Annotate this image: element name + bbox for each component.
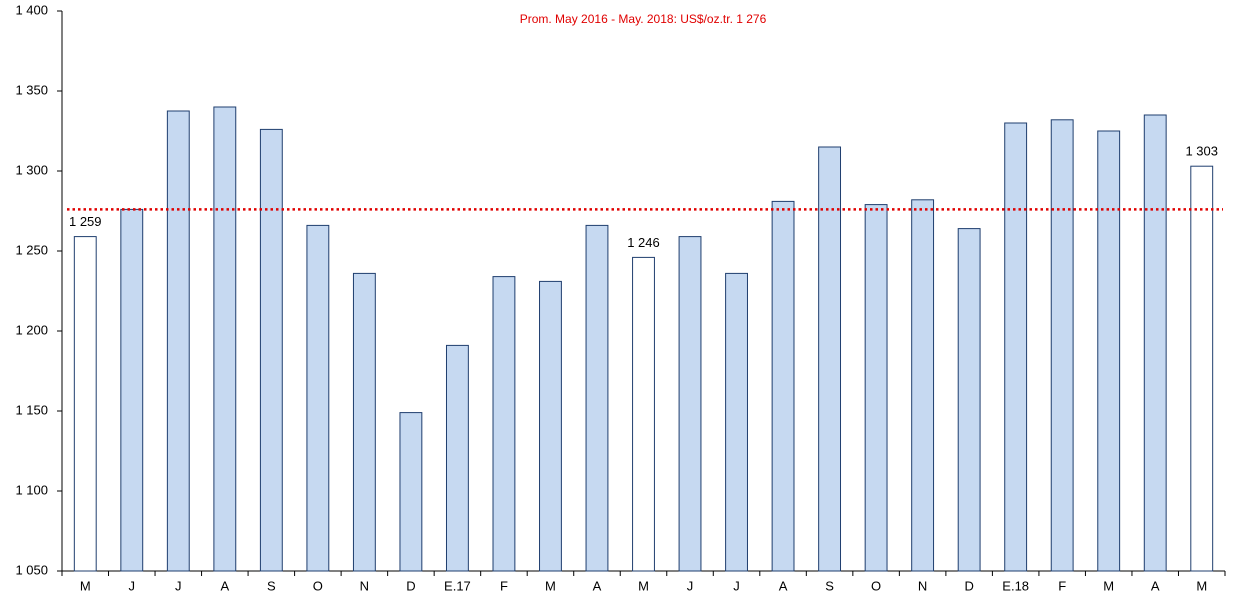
x-tick-label: S xyxy=(825,578,834,593)
bar xyxy=(771,200,795,572)
y-tick-label: 1 150 xyxy=(15,402,48,417)
bar xyxy=(1097,130,1121,572)
y-tick-label: 1 400 xyxy=(15,2,48,17)
bar xyxy=(492,276,516,572)
x-tick-label: J xyxy=(733,578,740,593)
x-tick-label: M xyxy=(1103,578,1114,593)
bar xyxy=(166,110,190,572)
value-label: 1 246 xyxy=(627,235,660,250)
value-label: 1 303 xyxy=(1185,144,1218,159)
x-tick-label: D xyxy=(964,578,973,593)
bar xyxy=(352,272,376,572)
bar xyxy=(725,272,748,572)
x-tick-label: S xyxy=(267,578,276,593)
x-tick-label: O xyxy=(871,578,881,593)
bar xyxy=(1143,114,1167,572)
y-tick-label: 1 350 xyxy=(15,82,48,97)
bar xyxy=(213,106,237,572)
x-tick-label: M xyxy=(545,578,556,593)
x-tick-label: A xyxy=(593,578,602,593)
y-tick-label: 1 250 xyxy=(15,242,48,257)
bar xyxy=(306,224,330,572)
x-tick-label: F xyxy=(1058,578,1066,593)
bar xyxy=(445,344,469,572)
x-tick-label: J xyxy=(129,578,136,593)
bar xyxy=(864,204,888,572)
x-tick-label: E.17 xyxy=(444,578,471,593)
x-tick-label: J xyxy=(687,578,694,593)
bar xyxy=(678,236,702,572)
bar xyxy=(957,228,981,572)
x-tick-label: M xyxy=(80,578,91,593)
bar xyxy=(73,236,97,572)
bar xyxy=(1050,119,1074,572)
x-tick-label: M xyxy=(638,578,649,593)
bar xyxy=(911,199,935,572)
x-tick-label: N xyxy=(918,578,927,593)
y-tick-label: 1 200 xyxy=(15,322,48,337)
y-tick-label: 1 300 xyxy=(15,162,48,177)
x-tick-label: N xyxy=(360,578,369,593)
bar xyxy=(1004,122,1028,572)
x-tick-label: A xyxy=(779,578,788,593)
bar xyxy=(539,280,562,572)
bar xyxy=(120,208,144,572)
x-tick-label: E.18 xyxy=(1002,578,1029,593)
bar xyxy=(399,412,423,572)
value-label: 1 259 xyxy=(69,214,102,229)
x-tick-label: F xyxy=(500,578,508,593)
y-tick-label: 1 100 xyxy=(15,482,48,497)
y-tick-label: 1 050 xyxy=(15,562,48,577)
x-tick-label: M xyxy=(1196,578,1207,593)
chart-title: Prom. May 2016 - May. 2018: US$/oz.tr. 1… xyxy=(520,12,767,26)
x-tick-label: A xyxy=(220,578,229,593)
x-tick-label: O xyxy=(313,578,323,593)
bar xyxy=(818,146,842,572)
bar xyxy=(259,128,283,572)
x-tick-label: J xyxy=(175,578,182,593)
x-tick-label: D xyxy=(406,578,415,593)
bar xyxy=(632,256,655,572)
x-tick-label: A xyxy=(1151,578,1160,593)
bar xyxy=(1190,165,1214,572)
bar xyxy=(585,224,609,572)
